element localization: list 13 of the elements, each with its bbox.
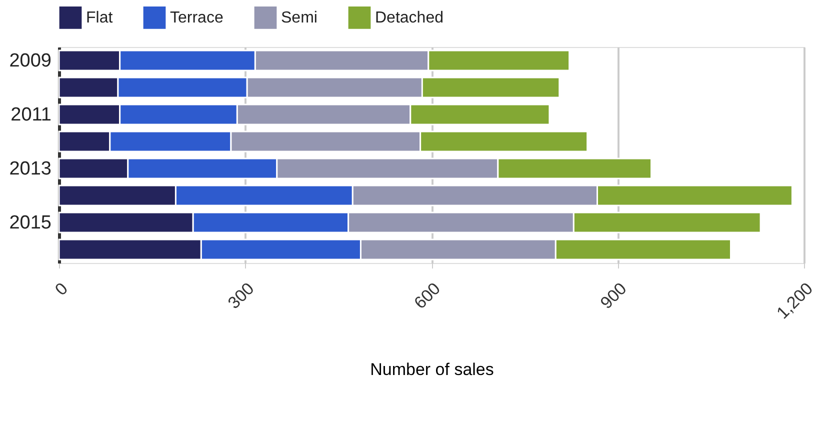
y-tick-label: 2009 xyxy=(9,50,52,72)
x-tick-label: 0 xyxy=(51,279,72,300)
x-axis-title: Number of sales xyxy=(370,360,494,379)
legend-label: Terrace xyxy=(170,10,224,27)
legend-label: Detached xyxy=(375,10,444,27)
y-tick-label: 2015 xyxy=(9,212,52,234)
y-tick-label: 2013 xyxy=(9,158,52,180)
x-tick-label: 300 xyxy=(224,279,258,313)
x-tick-label: 600 xyxy=(410,279,444,313)
y-tick-label: 2011 xyxy=(10,104,52,126)
x-tick-label: 900 xyxy=(596,279,630,313)
legend-label: Flat xyxy=(86,10,114,27)
legend-label: Semi xyxy=(281,10,318,27)
